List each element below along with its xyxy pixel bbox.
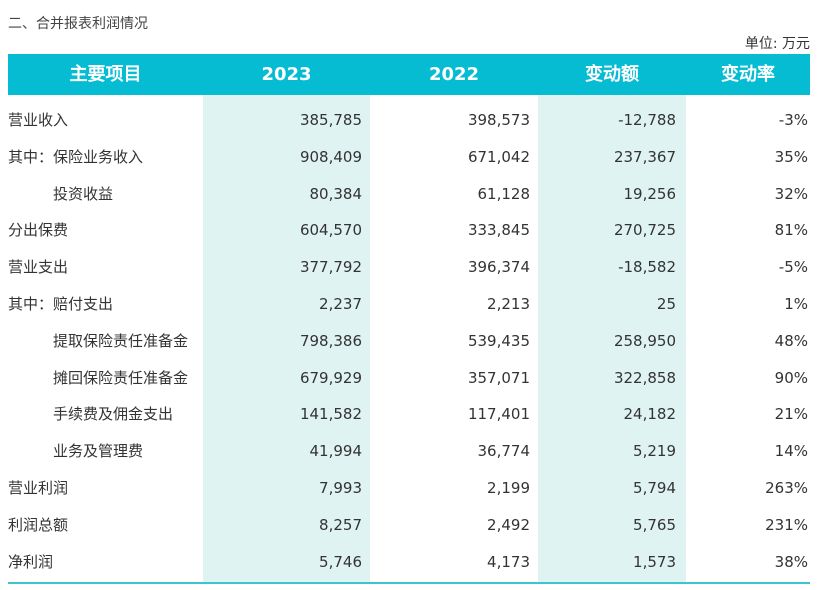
value-2023: 41,994 bbox=[309, 442, 363, 461]
value-rate: 32% bbox=[774, 184, 808, 203]
row-label: 投资收益 bbox=[53, 184, 114, 203]
row-label: 业务及管理费 bbox=[53, 442, 144, 461]
value-2022: 396,374 bbox=[467, 258, 530, 277]
row-label: 其中：赔付支出 bbox=[8, 294, 114, 313]
value-rate: 35% bbox=[774, 147, 808, 166]
value-2022: 398,573 bbox=[467, 111, 530, 129]
value-2023: 5,746 bbox=[319, 552, 362, 571]
value-2022: 2,199 bbox=[487, 478, 530, 497]
value-change: 25 bbox=[656, 294, 676, 313]
row-label: 分出保费 bbox=[8, 221, 69, 240]
value-rate: 21% bbox=[774, 405, 808, 424]
value-change: 24,182 bbox=[623, 405, 677, 424]
header-rate: 变动率 bbox=[721, 64, 775, 85]
value-2023: 798,386 bbox=[299, 331, 362, 350]
value-change: 5,794 bbox=[633, 478, 676, 497]
table-row: 营业收入 385,785 398,573 -12,788 -3% bbox=[8, 102, 810, 139]
value-2023: 141,582 bbox=[299, 405, 362, 424]
value-2023: 2,237 bbox=[319, 294, 362, 313]
value-rate: -3% bbox=[778, 111, 808, 129]
value-2022: 333,845 bbox=[467, 221, 530, 240]
value-change: 5,219 bbox=[633, 442, 676, 461]
value-rate: 263% bbox=[765, 478, 808, 497]
value-2022: 4,173 bbox=[487, 552, 530, 571]
table-bottom-rule bbox=[8, 582, 810, 584]
header-change: 变动额 bbox=[585, 64, 639, 85]
table-header: 主要项目 2023 2022 变动额 变动率 bbox=[8, 54, 810, 95]
value-2022: 2,213 bbox=[487, 294, 530, 313]
value-change: -18,582 bbox=[618, 258, 676, 277]
value-2022: 36,774 bbox=[477, 442, 531, 461]
value-2023: 7,993 bbox=[319, 478, 362, 497]
value-2023: 385,785 bbox=[299, 111, 362, 129]
row-label: 手续费及佣金支出 bbox=[53, 405, 174, 424]
row-label: 营业支出 bbox=[8, 258, 69, 277]
row-label: 营业收入 bbox=[8, 111, 69, 129]
value-2023: 679,929 bbox=[299, 368, 362, 387]
table-row: 其中：保险业务收入 908,409 671,042 237,367 35% bbox=[8, 139, 810, 176]
header-2023: 2023 bbox=[261, 64, 312, 85]
column-shade-2023 bbox=[203, 94, 370, 582]
row-label: 其中：保险业务收入 bbox=[8, 147, 144, 166]
value-rate: 48% bbox=[774, 331, 808, 350]
value-2022: 2,492 bbox=[487, 515, 530, 534]
value-change: 270,725 bbox=[613, 221, 676, 240]
value-rate: 81% bbox=[774, 221, 808, 240]
row-label: 利润总额 bbox=[8, 515, 69, 534]
row-label: 摊回保险责任准备金 bbox=[53, 368, 189, 387]
table-row: 利润总额 8,257 2,492 5,765 231% bbox=[8, 507, 810, 544]
table-row: 净利润 5,746 4,173 1,573 38% bbox=[8, 544, 810, 581]
row-label: 提取保险责任准备金 bbox=[53, 331, 189, 350]
table-row: 业务及管理费 41,994 36,774 5,219 14% bbox=[8, 433, 810, 470]
table-row: 营业利润 7,993 2,199 5,794 263% bbox=[8, 470, 810, 507]
table-row: 分出保费 604,570 333,845 270,725 81% bbox=[8, 212, 810, 249]
value-2023: 908,409 bbox=[299, 147, 362, 166]
value-change: 237,367 bbox=[613, 147, 676, 166]
table-row: 摊回保险责任准备金 679,929 357,071 322,858 90% bbox=[8, 360, 810, 397]
value-change: -12,788 bbox=[618, 111, 676, 129]
section-title: 二、合并报表利润情况 bbox=[8, 16, 148, 32]
table-row: 其中：赔付支出 2,237 2,213 25 1% bbox=[8, 286, 810, 323]
value-2022: 539,435 bbox=[467, 331, 530, 350]
header-2022: 2022 bbox=[428, 64, 480, 85]
value-2023: 604,570 bbox=[299, 221, 362, 240]
header-item: 主要项目 bbox=[69, 64, 142, 85]
value-rate: 231% bbox=[765, 515, 808, 534]
value-change: 19,256 bbox=[623, 184, 677, 203]
value-change: 1,573 bbox=[633, 552, 676, 571]
value-rate: -5% bbox=[778, 258, 808, 277]
value-2023: 80,384 bbox=[309, 184, 363, 203]
value-rate: 14% bbox=[774, 442, 808, 461]
table-row: 提取保险责任准备金 798,386 539,435 258,950 48% bbox=[8, 323, 810, 360]
table-row: 手续费及佣金支出 141,582 117,401 24,182 21% bbox=[8, 396, 810, 433]
value-2023: 377,792 bbox=[299, 258, 362, 277]
row-label: 营业利润 bbox=[8, 478, 69, 497]
table-row: 投资收益 80,384 61,128 19,256 32% bbox=[8, 176, 810, 213]
value-change: 322,858 bbox=[613, 368, 676, 387]
value-2022: 357,071 bbox=[467, 368, 530, 387]
value-2022: 117,401 bbox=[467, 405, 530, 424]
value-rate: 1% bbox=[784, 294, 808, 313]
column-shade-change bbox=[538, 94, 686, 582]
value-change: 258,950 bbox=[613, 331, 676, 350]
value-rate: 38% bbox=[774, 552, 808, 571]
value-change: 5,765 bbox=[633, 515, 676, 534]
value-2022: 671,042 bbox=[467, 147, 530, 166]
row-label: 净利润 bbox=[8, 552, 54, 571]
table-row: 营业支出 377,792 396,374 -18,582 -5% bbox=[8, 249, 810, 286]
table-body: 营业收入 385,785 398,573 -12,788 -3% 其中：保险业务收入 908… bbox=[8, 102, 810, 580]
value-2023: 8,257 bbox=[319, 515, 362, 534]
value-rate: 90% bbox=[774, 368, 808, 387]
unit-label: 单位: 万元 bbox=[744, 36, 810, 52]
value-2022: 61,128 bbox=[477, 184, 531, 203]
